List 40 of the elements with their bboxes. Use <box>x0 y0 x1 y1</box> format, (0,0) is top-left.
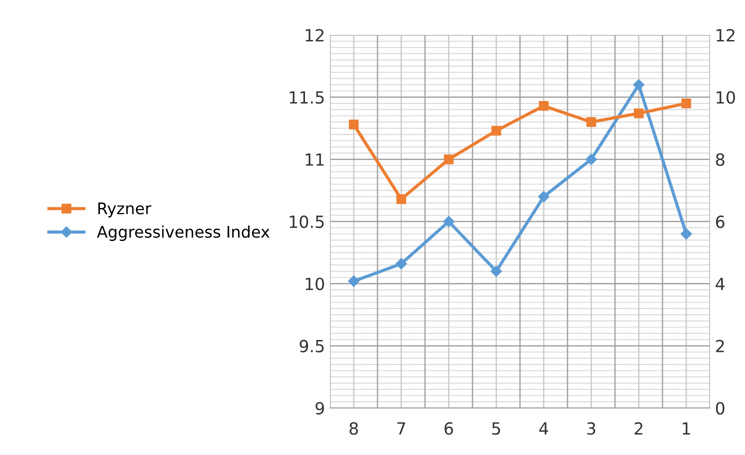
x-tick-label: 5 <box>492 422 500 435</box>
y-tick-label: 11 <box>306 154 324 166</box>
point <box>681 98 692 108</box>
legend-label: Aggressiveness Index <box>96 225 270 241</box>
y-tick-label: 10.5 <box>290 215 324 228</box>
x-tick-label: 6 <box>444 422 454 435</box>
point <box>538 191 550 202</box>
y2-tick-label: 4 <box>716 278 725 290</box>
point <box>586 117 596 127</box>
x-tick-label: 1 <box>682 422 690 435</box>
y-tick-label: 11.5 <box>290 91 324 104</box>
point <box>396 258 407 270</box>
x-tick-label: 7 <box>397 422 406 435</box>
y2-tick-label: 12 <box>716 28 734 42</box>
y-tick-label: 9 <box>316 402 324 415</box>
point <box>633 79 644 90</box>
point <box>396 194 406 204</box>
point <box>538 101 549 111</box>
y2-tick-label: 6 <box>716 215 724 228</box>
y2-tick-label: 8 <box>716 153 724 166</box>
point <box>348 276 360 287</box>
x-tick-label: 4 <box>539 422 548 435</box>
y-tick-label: 12 <box>306 28 324 42</box>
y2-tick-label: 0 <box>716 402 724 415</box>
legend-label: Ryzner <box>98 202 152 218</box>
point <box>491 126 502 136</box>
point <box>586 154 597 165</box>
point <box>490 266 502 277</box>
y2-tick-label: 2 <box>716 340 724 352</box>
point <box>348 120 359 130</box>
x-tick-label: 8 <box>350 422 358 435</box>
point <box>444 154 454 164</box>
y-tick-label: 10 <box>306 278 324 290</box>
point <box>443 216 454 228</box>
point <box>680 228 692 240</box>
point <box>634 108 644 118</box>
x-tick-label: 3 <box>587 422 596 435</box>
y2-tick-label: 10 <box>716 91 735 104</box>
x-tick-label: 2 <box>634 422 642 435</box>
y-tick-label: 9.5 <box>300 340 324 352</box>
